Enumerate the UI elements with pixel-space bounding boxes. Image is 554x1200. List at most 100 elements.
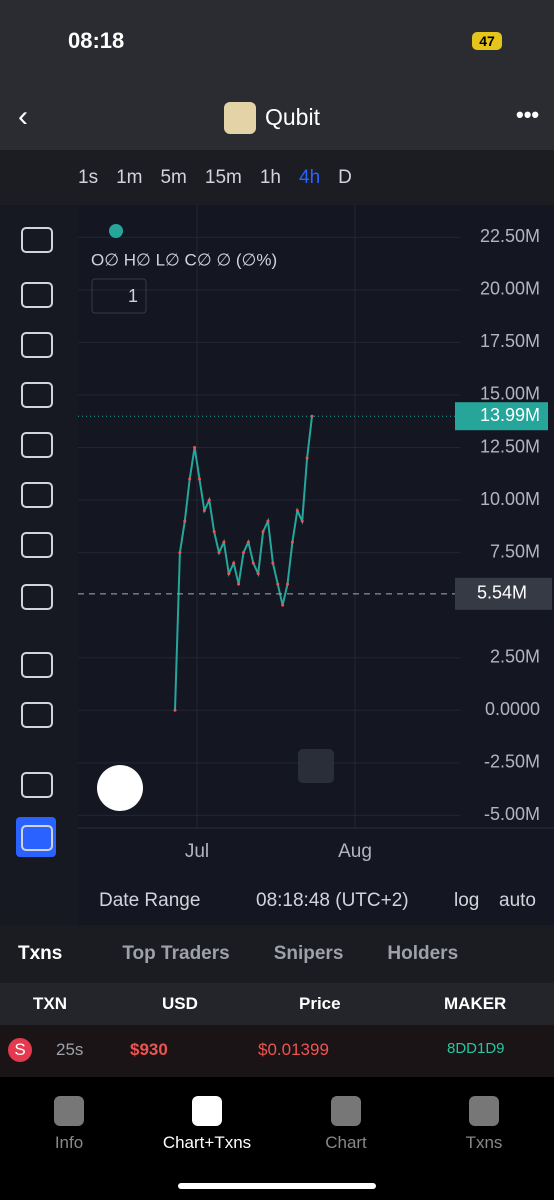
price-point [188, 477, 192, 481]
battery: 47 [472, 32, 502, 50]
token-icon [224, 102, 256, 134]
column-header[interactable]: TXN [33, 994, 67, 1013]
cell: 25s [56, 1040, 84, 1059]
timeframe[interactable]: 15m [204, 167, 242, 188]
price-point [193, 446, 197, 450]
chart: 22.50M20.00M17.50M15.00M12.50M10.00M7.50… [21, 205, 554, 862]
last-price-box [455, 402, 548, 431]
column-header[interactable]: MAKER [444, 994, 507, 1013]
tab[interactable]: Snipers [273, 943, 344, 964]
y-tick-label: 7.50M [490, 541, 540, 561]
y-tick-label: 20.00M [480, 279, 540, 299]
price-line [174, 416, 313, 711]
tool-icon[interactable] [21, 532, 53, 558]
nav-label[interactable]: Info [54, 1133, 84, 1152]
price-point [232, 561, 236, 565]
tab[interactable]: Top Traders [122, 943, 230, 964]
price-point [281, 603, 285, 607]
clock: 08:18 [68, 28, 125, 53]
y-tick-label: 17.50M [480, 331, 540, 351]
tool-icon[interactable] [21, 227, 53, 253]
nav-icon[interactable] [54, 1096, 84, 1126]
tool-icon[interactable] [21, 702, 53, 728]
tool-icon[interactable] [21, 584, 53, 610]
ohlc-legend: O∅ H∅ L∅ C∅ ∅ (∅%) [91, 250, 277, 269]
price-point [178, 551, 182, 555]
tv-logo [97, 765, 143, 811]
column-header[interactable]: Price [299, 994, 341, 1013]
date-range[interactable]: Date Range [99, 890, 201, 911]
tool-icon[interactable] [21, 652, 53, 678]
price-point [217, 551, 221, 555]
price-point [290, 540, 294, 544]
price-point [286, 582, 290, 586]
toolbar [0, 150, 554, 205]
price-point [207, 498, 211, 502]
price-point [212, 530, 216, 534]
reset-button[interactable] [298, 749, 334, 783]
tool-icon[interactable] [21, 772, 53, 798]
title: Qubit [265, 104, 320, 130]
drawing-tools [0, 205, 78, 925]
nav-label[interactable]: Txns [465, 1133, 503, 1152]
price-point [310, 414, 314, 418]
y-tick-label: 12.50M [480, 436, 540, 456]
timeframe[interactable]: 1h [259, 167, 281, 188]
more[interactable]: ••• [516, 102, 540, 127]
y-tick-label: 10.00M [480, 489, 540, 509]
indicator-toggle[interactable] [91, 278, 147, 314]
price-point [173, 708, 177, 712]
column-header[interactable]: USD [162, 994, 198, 1013]
price-point [266, 519, 270, 523]
price-point [261, 530, 265, 534]
nav-icon[interactable] [469, 1096, 499, 1126]
x-tick-label: Jul [185, 841, 209, 862]
table-header: TXN USD Price MAKER [0, 983, 554, 1025]
tool-icon[interactable] [21, 432, 53, 458]
auto-toggle[interactable]: auto [499, 890, 536, 911]
tool-icon[interactable] [21, 332, 53, 358]
tab[interactable]: Holders [387, 943, 459, 964]
price-point [300, 519, 304, 523]
log-toggle[interactable]: log [454, 890, 480, 911]
cell: $930 [130, 1040, 168, 1059]
tab[interactable]: Txns [18, 943, 63, 964]
price-point [242, 551, 245, 555]
crosshair-box [455, 577, 552, 610]
timeframe[interactable]: 4h [299, 167, 321, 188]
tool-icon[interactable] [21, 482, 53, 508]
price-point [295, 509, 299, 513]
back[interactable]: ‹ [18, 100, 28, 133]
price-point [222, 540, 226, 544]
price-point [276, 582, 280, 586]
nav-icon[interactable] [331, 1096, 361, 1126]
timeframe[interactable]: 5m [160, 167, 187, 188]
home-indicator [178, 1183, 376, 1189]
nav-label[interactable]: Chart [325, 1133, 367, 1152]
timeframe[interactable]: 1m [116, 167, 143, 188]
cell: 8DD1D9 [447, 1040, 505, 1057]
tool-icon[interactable] [21, 282, 53, 308]
timeframes: 1s 1m 5m 15m 1h 4h D [78, 167, 370, 189]
indicator-count: 1 [128, 286, 138, 306]
top-area [0, 0, 554, 150]
y-tick-label: 0.0000 [485, 699, 540, 719]
y-tick-label: -5.00M [484, 804, 540, 824]
table-row: S 25s $930 $0.01399 8DD1D9 [0, 1025, 554, 1077]
last-price-label: 13.99M [480, 405, 540, 425]
tool-icon[interactable] [21, 382, 53, 408]
price-point [246, 540, 250, 544]
price-point [197, 477, 201, 481]
y-tick-label: 22.50M [480, 226, 540, 246]
nav-label[interactable]: Chart+Txns [162, 1133, 252, 1152]
price-point [183, 519, 187, 523]
y-tick-label: 2.50M [490, 646, 540, 666]
y-tick-label: 15.00M [480, 384, 540, 404]
timeframe[interactable]: D [338, 167, 352, 188]
tool-icon[interactable] [21, 825, 53, 851]
timeframe[interactable]: 1s [78, 167, 99, 188]
price-point [227, 572, 231, 576]
nav-icon[interactable] [192, 1096, 222, 1126]
clock-utc: 08:18:48 (UTC+2) [256, 890, 409, 911]
